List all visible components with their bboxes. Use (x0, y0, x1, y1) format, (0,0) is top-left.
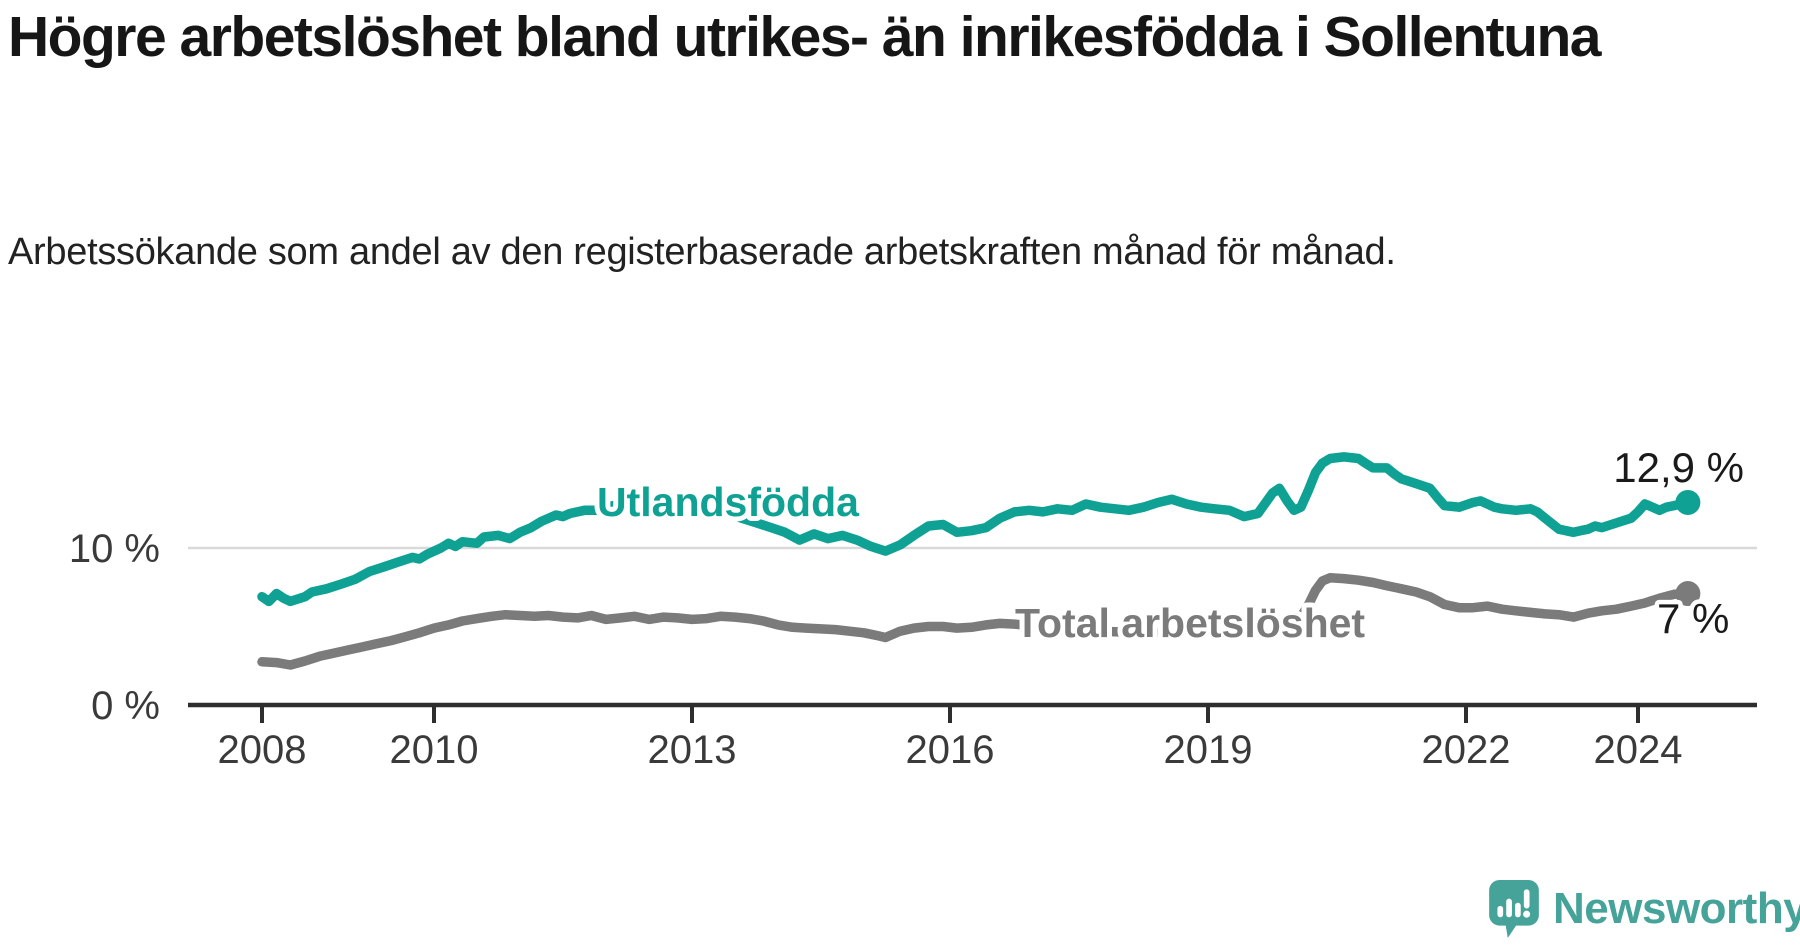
x-axis-label-2008: 2008 (218, 728, 307, 772)
x-axis-label-2019: 2019 (1164, 728, 1253, 772)
end-value-label-total: 7 % (1657, 595, 1729, 642)
data-lines (257, 452, 1701, 670)
y-axis-label-10: 10 % (69, 527, 160, 571)
chart-subtitle: Arbetssökande som andel av den registerb… (8, 231, 1396, 273)
chart-title: Högre arbetslöshet bland utrikes- än inr… (8, 5, 1601, 69)
line-series-1 (257, 573, 1693, 670)
x-axis-label-2013: 2013 (648, 728, 737, 772)
x-axis-label-2010: 2010 (390, 728, 479, 772)
series-label-total-arbetsloshet: Total arbetslöshet (1015, 600, 1365, 646)
series-label-utlandsfodda: Utlandsfödda (597, 479, 860, 525)
x-axis-label-2022: 2022 (1422, 728, 1511, 772)
x-axis-label-2024: 2024 (1594, 728, 1683, 772)
y-axis-label-0: 0 % (91, 684, 160, 728)
newsworthy-logo-text: Newsworthy (1553, 884, 1800, 933)
newsworthy-logo: Newsworthy (1488, 880, 1800, 938)
line-series-0 (257, 452, 1693, 607)
newsworthy-logo-icon (1489, 880, 1539, 938)
end-dot-series-1 (1675, 581, 1701, 607)
x-axis-label-2016: 2016 (906, 728, 995, 772)
axes: 0 % 10 % 2008 2010 2013 2016 2019 2022 2024 (69, 527, 1757, 772)
end-dot-series-0 (1675, 489, 1701, 515)
end-value-label-utlandsfodda: 12,9 % (1613, 444, 1744, 491)
